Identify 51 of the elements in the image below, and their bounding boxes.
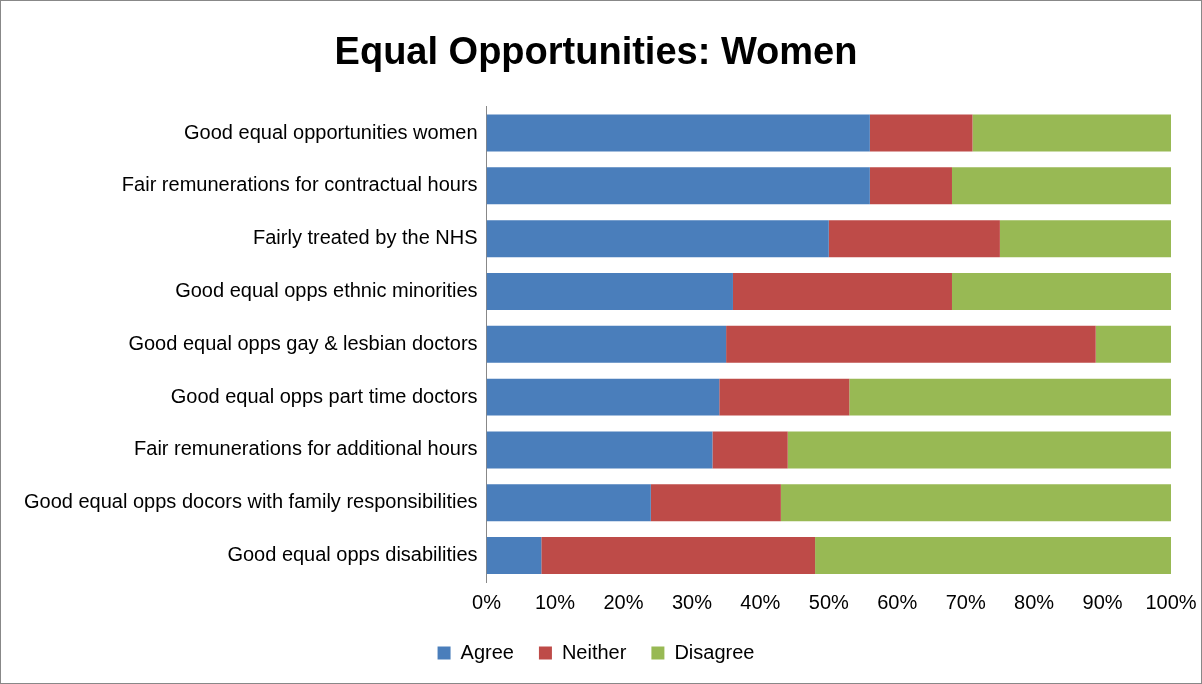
bar [787, 431, 1171, 469]
y-tick-label: Good equal opps ethnic minorities [175, 278, 478, 301]
bar [951, 272, 1171, 310]
bar [719, 378, 850, 416]
bar [972, 114, 1171, 152]
bar [486, 431, 713, 469]
bar [1095, 325, 1171, 363]
legend-label: Disagree [674, 640, 755, 663]
y-tick-label: Good equal opps gay & lesbian doctors [128, 331, 478, 354]
bar [780, 484, 1171, 522]
chart-title: Equal Opportunities: Women [334, 30, 858, 73]
legend-label: Agree [460, 640, 514, 663]
x-tick-label: 90% [1082, 590, 1123, 613]
bar [486, 167, 870, 205]
bar [869, 114, 973, 152]
x-tick-label: 50% [808, 590, 850, 613]
y-tick-label: Good equal opps part time doctors [170, 384, 478, 407]
bar [541, 537, 816, 575]
x-tick-label: 70% [945, 590, 986, 613]
y-tick-label: Good equal opportunities women [184, 120, 478, 143]
bar [486, 537, 542, 575]
x-tick-label: 20% [603, 590, 644, 613]
bar [486, 378, 720, 416]
bar [732, 272, 952, 310]
bar [951, 167, 1171, 205]
bar [815, 537, 1171, 575]
bar [712, 431, 788, 469]
legend-label: Neither [561, 640, 627, 663]
y-tick-label: Fair remunerations for additional hours [134, 437, 478, 460]
bar [869, 167, 952, 205]
bar [849, 378, 1171, 416]
x-tick-label: 100% [1145, 590, 1197, 613]
bar [828, 220, 1000, 258]
bar [486, 220, 829, 258]
x-tick-label: 80% [1014, 590, 1055, 613]
y-tick-label: Fair remunerations for contractual hours [121, 173, 478, 196]
x-tick-label: 40% [740, 590, 781, 613]
bar [726, 325, 1096, 363]
y-tick-label: Fairly treated by the NHS [253, 226, 478, 249]
x-tick-label: 30% [671, 590, 713, 613]
bar [486, 325, 727, 363]
y-tick-label: Good equal opps disabilities [227, 543, 478, 566]
y-tick-label: Good equal opps docors with family responsibilities [23, 490, 478, 513]
x-tick-label: 60% [877, 590, 918, 613]
bar [999, 220, 1171, 258]
x-tick-label: 0% [472, 590, 502, 613]
x-tick-label: 10% [534, 590, 576, 613]
bar [486, 272, 733, 310]
bar [486, 484, 651, 522]
bar [486, 114, 870, 152]
bar [650, 484, 781, 522]
